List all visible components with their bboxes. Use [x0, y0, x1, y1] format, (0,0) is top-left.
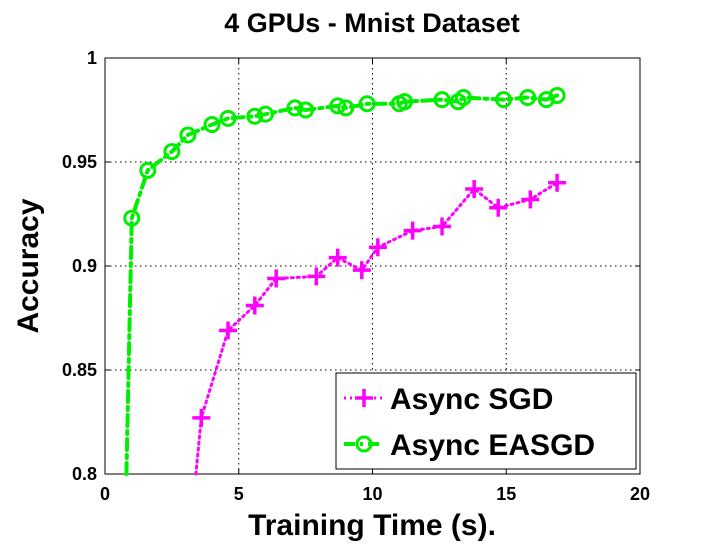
series-layer: [123, 86, 567, 476]
x-tick-label: 15: [496, 484, 516, 504]
data-point: [203, 116, 221, 134]
x-tick-label: 0: [100, 484, 110, 504]
data-point: [219, 321, 238, 340]
data-point: [358, 95, 376, 113]
data-point: [521, 190, 540, 209]
chart-title: 4 GPUs - Mnist Dataset: [224, 8, 520, 38]
data-point: [403, 221, 422, 240]
data-point: [192, 408, 211, 427]
data-point: [163, 143, 181, 161]
x-tick-label: 10: [362, 484, 382, 504]
data-point: [123, 209, 141, 227]
data-point: [465, 180, 484, 199]
axis-ticks: 0 5 10 15 20 0.8 0.85 0.9 0.95 1: [62, 48, 650, 504]
y-tick-label: 0.9: [72, 256, 97, 276]
y-tick-label: 0.8: [72, 464, 97, 484]
legend: Async SGD Async EASGD: [335, 372, 637, 470]
data-point: [396, 93, 414, 111]
series-async-easgd: [123, 86, 566, 476]
legend-label: Async SGD: [390, 383, 553, 416]
data-point: [179, 126, 197, 144]
legend-box: [335, 372, 637, 470]
data-point: [433, 91, 451, 109]
legend-label: Async EASGD: [390, 429, 595, 462]
legend-item: Async EASGD: [344, 429, 595, 462]
data-point: [257, 105, 274, 123]
y-axis-label: Accuracy: [12, 198, 45, 333]
data-point: [139, 161, 157, 179]
data-point: [307, 267, 326, 286]
data-point: [519, 89, 537, 107]
data-point: [337, 99, 355, 117]
legend-marker: [355, 389, 373, 407]
data-point: [454, 89, 472, 107]
legend-item: Async SGD: [344, 383, 553, 416]
data-point: [368, 238, 387, 257]
data-point: [433, 217, 452, 236]
data-point: [328, 248, 347, 267]
data-point: [548, 86, 566, 104]
data-point: [489, 198, 508, 217]
data-point: [297, 101, 315, 119]
grid-lines: [105, 58, 640, 474]
data-point: [267, 269, 286, 288]
data-point: [352, 261, 371, 280]
data-point: [329, 97, 347, 115]
data-point: [245, 296, 264, 315]
data-point: [286, 99, 304, 117]
data-point: [246, 107, 264, 125]
data-point: [219, 109, 237, 127]
series-async-sgd: [192, 173, 567, 476]
y-tick-label: 0.85: [62, 360, 97, 380]
x-tick-label: 5: [234, 484, 244, 504]
x-axis-label: Training Time (s).: [248, 509, 496, 542]
y-tick-label: 1: [87, 48, 97, 68]
legend-marker: [355, 435, 373, 453]
data-point: [548, 173, 567, 192]
x-tick-label: 20: [630, 484, 650, 504]
y-tick-label: 0.95: [62, 152, 97, 172]
data-point: [495, 91, 513, 109]
